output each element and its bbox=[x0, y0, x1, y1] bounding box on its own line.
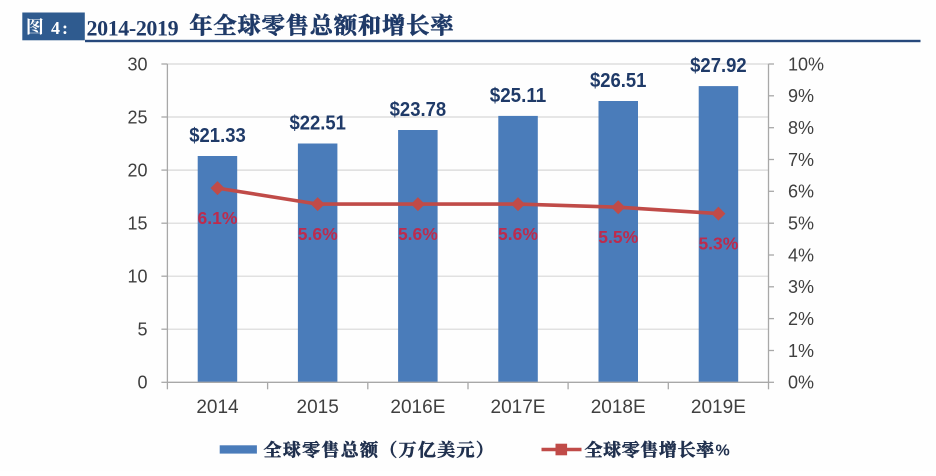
svg-text:6.1%: 6.1% bbox=[198, 208, 238, 228]
svg-text:2015: 2015 bbox=[297, 397, 339, 418]
svg-text:5.6%: 5.6% bbox=[298, 224, 338, 244]
svg-text:2018E: 2018E bbox=[591, 397, 646, 418]
svg-text:$22.51: $22.51 bbox=[289, 112, 346, 135]
svg-text:4:: 4: bbox=[51, 18, 70, 38]
svg-text:6%: 6% bbox=[788, 182, 814, 202]
svg-text:2%: 2% bbox=[788, 309, 814, 329]
svg-text:2016E: 2016E bbox=[390, 397, 445, 418]
svg-text:8%: 8% bbox=[788, 118, 814, 138]
svg-text:3%: 3% bbox=[788, 277, 814, 297]
svg-text:25: 25 bbox=[127, 107, 147, 127]
svg-text:2014: 2014 bbox=[196, 397, 239, 418]
svg-text:2017E: 2017E bbox=[491, 397, 546, 418]
svg-text:1%: 1% bbox=[788, 341, 814, 361]
svg-text:5.6%: 5.6% bbox=[398, 224, 438, 244]
svg-text:5.6%: 5.6% bbox=[498, 224, 538, 244]
svg-text:5%: 5% bbox=[788, 214, 814, 234]
svg-text:10: 10 bbox=[127, 267, 147, 287]
svg-text:$26.51: $26.51 bbox=[590, 69, 647, 92]
svg-text:30: 30 bbox=[127, 54, 147, 74]
svg-text:5: 5 bbox=[137, 320, 147, 340]
svg-text:$23.78: $23.78 bbox=[390, 98, 447, 121]
svg-text:0: 0 bbox=[137, 373, 147, 393]
svg-text:4%: 4% bbox=[788, 245, 814, 265]
svg-text:9%: 9% bbox=[788, 86, 814, 106]
svg-text:$27.92: $27.92 bbox=[690, 54, 747, 77]
svg-text:20: 20 bbox=[127, 160, 147, 180]
svg-text:%: % bbox=[716, 443, 730, 460]
svg-text:$25.11: $25.11 bbox=[490, 84, 547, 107]
svg-text:2014-2019: 2014-2019 bbox=[87, 15, 179, 40]
svg-text:5.5%: 5.5% bbox=[598, 227, 638, 247]
svg-text:5.3%: 5.3% bbox=[698, 234, 738, 254]
svg-text:7%: 7% bbox=[788, 150, 814, 170]
svg-text:10%: 10% bbox=[788, 54, 824, 74]
svg-text:2019E: 2019E bbox=[691, 397, 746, 418]
svg-text:15: 15 bbox=[127, 214, 147, 234]
svg-text:0%: 0% bbox=[788, 373, 814, 393]
svg-text:$21.33: $21.33 bbox=[189, 124, 246, 147]
